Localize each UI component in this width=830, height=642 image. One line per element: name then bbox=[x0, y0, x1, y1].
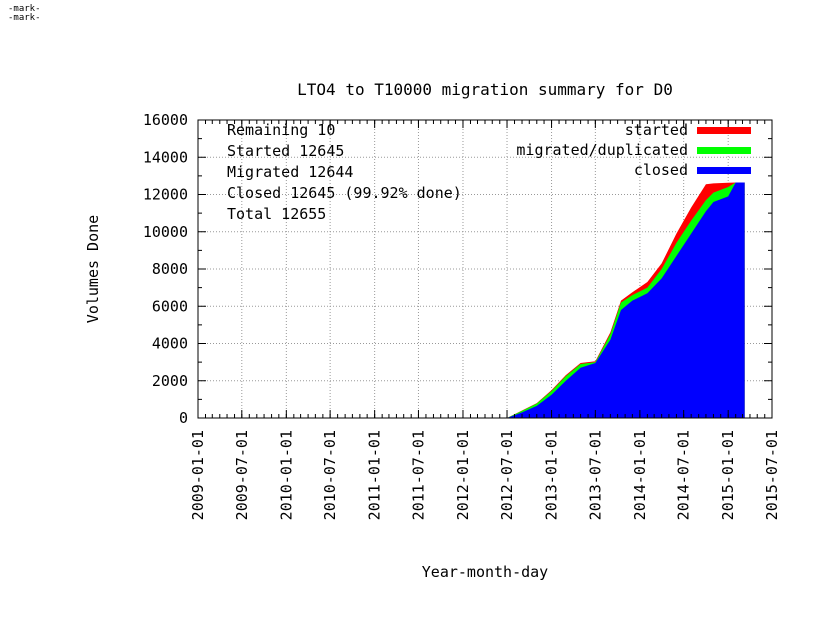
summary-line: Started 12645 bbox=[227, 142, 344, 160]
y-tick-label: 10000 bbox=[143, 223, 188, 241]
legend-label: closed bbox=[634, 161, 688, 179]
legend-label: started bbox=[625, 121, 688, 139]
y-tick-label: 8000 bbox=[152, 260, 188, 278]
x-tick-label: 2009-01-01 bbox=[189, 430, 207, 520]
x-tick-label: 2014-01-01 bbox=[631, 430, 649, 520]
x-tick-label: 2012-07-01 bbox=[498, 430, 516, 520]
legend: started migrated/duplicated closed bbox=[516, 121, 751, 179]
legend-label: migrated/duplicated bbox=[516, 141, 688, 159]
y-tick-label: 2000 bbox=[152, 372, 188, 390]
chart-title: LTO4 to T10000 migration summary for D0 bbox=[297, 80, 673, 99]
x-tick-label: 2014-07-01 bbox=[675, 430, 693, 520]
x-tick-label: 2011-01-01 bbox=[366, 430, 384, 520]
x-tick-label: 2015-07-01 bbox=[763, 430, 781, 520]
x-tick-label: 2009-07-01 bbox=[233, 430, 251, 520]
axes: 0 2000 4000 6000 8000 10000 12000 14000 16000 200… bbox=[143, 111, 781, 520]
y-tick-label: 4000 bbox=[152, 335, 188, 353]
y-tick-label: 6000 bbox=[152, 297, 188, 315]
summary-line: Remaining 10 bbox=[227, 121, 335, 139]
x-tick-label: 2015-01-01 bbox=[719, 430, 737, 520]
x-axis-label: Year-month-day bbox=[422, 563, 548, 581]
x-tick-label: 2010-07-01 bbox=[321, 430, 339, 520]
x-tick-label: 2010-01-01 bbox=[277, 430, 295, 520]
summary-text: Remaining 10 Started 12645 Migrated 12644 C… bbox=[227, 121, 462, 223]
y-axis-label: Volumes Done bbox=[84, 215, 102, 323]
y-tick-label: 12000 bbox=[143, 186, 188, 204]
x-tick-label: 2011-07-01 bbox=[409, 430, 427, 520]
corner-mark-2: -mark- bbox=[8, 13, 41, 23]
summary-line: Migrated 12644 bbox=[227, 163, 353, 181]
series-area-closed bbox=[507, 182, 745, 418]
y-tick-label: 14000 bbox=[143, 148, 188, 166]
summary-line: Closed 12645 (99.92% done) bbox=[227, 184, 462, 202]
summary-line: Total 12655 bbox=[227, 205, 326, 223]
legend-swatch-migrated bbox=[697, 147, 751, 154]
x-tick-label: 2012-01-01 bbox=[454, 430, 472, 520]
corner-mark-1: -mark- bbox=[8, 4, 41, 14]
x-tick-label: 2013-07-01 bbox=[586, 430, 604, 520]
legend-swatch-started bbox=[697, 127, 751, 134]
y-tick-label: 16000 bbox=[143, 111, 188, 129]
data-areas bbox=[507, 182, 745, 418]
legend-swatch-closed bbox=[697, 167, 751, 174]
x-tick-label: 2013-01-01 bbox=[543, 430, 561, 520]
y-tick-label: 0 bbox=[179, 409, 188, 427]
